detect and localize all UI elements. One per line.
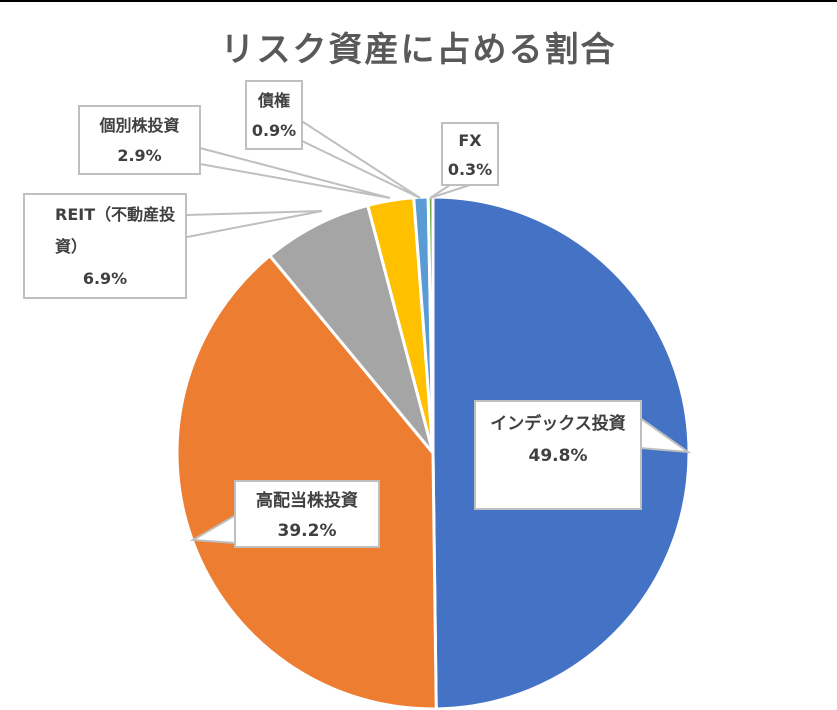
bond-leader-line: [299, 119, 421, 199]
reit-leader-line: [186, 210, 323, 216]
individual-leader-line: [199, 147, 391, 199]
fx-leader-line: [429, 184, 451, 199]
label-dividend-name: 高配当株投資: [256, 491, 358, 511]
label-individual-name: 個別株投資: [99, 116, 180, 135]
label-fx-pct: 0.3%: [447, 160, 493, 179]
label-dividend-pct: 39.2%: [277, 521, 337, 541]
slice-reit: [267, 203, 435, 454]
label-individual: 個別株投資 2.9%: [78, 105, 201, 175]
label-bond-pct: 0.9%: [251, 121, 297, 140]
individual-leader-line-2: [199, 163, 391, 199]
label-index-pct: 49.8%: [528, 446, 588, 466]
label-bond: 債権 0.9%: [245, 80, 303, 150]
bond-leader-line-2: [299, 139, 421, 199]
label-index: インデックス投資 49.8%: [474, 400, 642, 510]
label-bond-name: 債権: [257, 91, 290, 110]
label-fx-name: FX: [458, 131, 482, 150]
label-dividend: 高配当株投資 39.2%: [234, 480, 380, 548]
label-reit-pct: 6.9%: [82, 269, 128, 288]
label-reit-name: REIT（不動産投資）: [55, 205, 176, 256]
fx-leader-line-2: [429, 184, 471, 199]
label-individual-pct: 2.9%: [117, 146, 162, 165]
label-index-name: インデックス投資: [490, 414, 626, 434]
label-fx: FX 0.3%: [441, 122, 499, 186]
label-reit: REIT（不動産投資） 6.9%: [23, 193, 187, 299]
top-border: [0, 0, 837, 2]
reit-leader-line-2: [186, 210, 323, 238]
chart-title: リスク資産に占める割合: [220, 30, 617, 70]
